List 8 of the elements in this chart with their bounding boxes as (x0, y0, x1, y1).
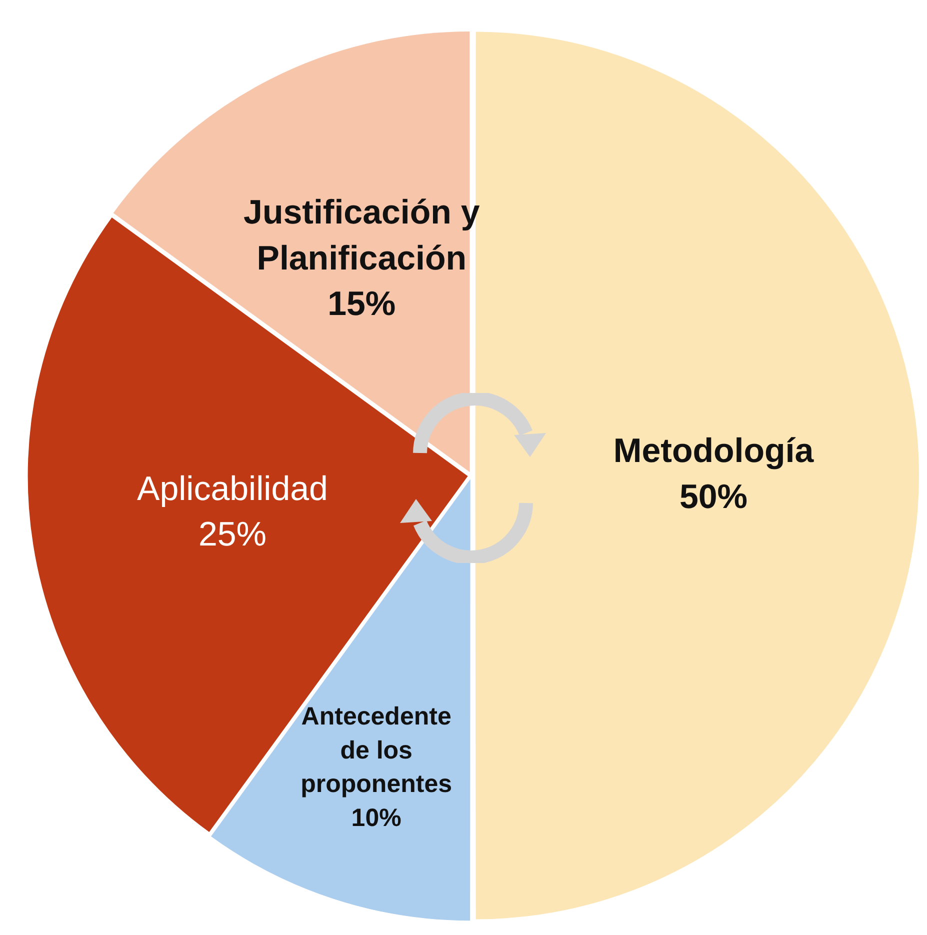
slice-label: Metodología (613, 432, 815, 470)
slice-label: Antecedente de los proponentes (300, 702, 452, 798)
slice-label: Aplicabilidad (137, 470, 328, 508)
data-label: 25% (198, 516, 267, 554)
data-label: 10% (351, 804, 402, 832)
data-label: 15% (328, 285, 396, 324)
data-label: 50% (679, 478, 748, 516)
slice-label: Justificación y Planificación (244, 193, 480, 278)
